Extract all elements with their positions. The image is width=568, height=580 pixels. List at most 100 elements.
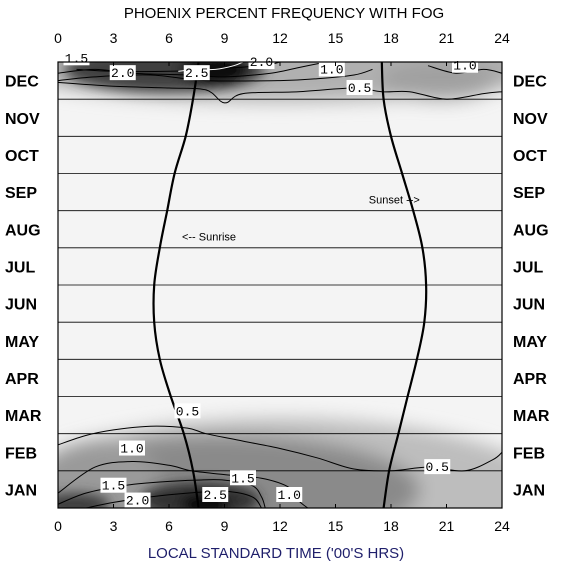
- x-tick-label-top: 24: [494, 30, 510, 46]
- contour-label: 1.0: [452, 57, 478, 74]
- contour-label: 1.0: [276, 486, 303, 503]
- contour-label: 1.0: [318, 61, 345, 77]
- x-axis-label: LOCAL STANDARD TIME ('00'S HRS): [148, 545, 404, 562]
- month-label-right: SEP: [513, 185, 545, 202]
- month-label-left: JAN: [5, 482, 37, 499]
- x-tick-label-bottom: 3: [110, 518, 118, 534]
- contour-label-box: [318, 61, 345, 77]
- x-tick-label-bottom: 9: [221, 518, 229, 534]
- month-gridlines: [58, 98, 502, 472]
- contour-label: 2.0: [124, 492, 151, 509]
- x-tick-label-top: 18: [383, 30, 399, 46]
- month-label-left: AUG: [5, 222, 41, 239]
- month-label-right: JUN: [513, 297, 545, 314]
- contour-label-text: 1.0: [453, 59, 476, 74]
- month-label-right: DEC: [513, 74, 547, 91]
- x-tick-label-bottom: 18: [383, 518, 399, 534]
- contour-label: 0.5: [174, 403, 201, 419]
- month-label-left: DEC: [5, 74, 39, 91]
- month-labels-left: JAN FEB MAR APR MAY JUN JUL AUG SEP OCT NOV DEC: [5, 74, 42, 500]
- contour-label-text: 0.5: [426, 460, 449, 475]
- contour-label-box: [124, 492, 151, 508]
- month-label-right: APR: [513, 371, 547, 388]
- month-label-left: OCT: [5, 148, 39, 165]
- contour-label: 2.5: [183, 65, 210, 81]
- contour-label: 2.5: [202, 486, 229, 503]
- month-label-right: OCT: [513, 148, 547, 165]
- contour-label-text: 1.0: [320, 62, 343, 77]
- contour-label-text: 1.0: [278, 488, 301, 503]
- sunset-label: Sunset -->: [369, 195, 420, 207]
- contour-line: [58, 479, 266, 508]
- sunrise-line: [152, 62, 200, 508]
- x-tick-label-bottom: 12: [272, 518, 288, 534]
- x-tick-label-top: 3: [110, 30, 118, 46]
- contour-label: 2.0: [109, 65, 136, 81]
- contour-label-box: [424, 459, 451, 475]
- month-label-left: MAR: [5, 408, 42, 425]
- month-label-left: MAY: [5, 334, 39, 351]
- contour-label-box: [230, 470, 256, 486]
- contour-label-box: [100, 477, 127, 493]
- contour-label-text: 1.0: [120, 442, 143, 457]
- contour-line: [58, 81, 502, 104]
- contour-label-box: [183, 65, 210, 81]
- contour-label-text: 0.5: [176, 404, 199, 419]
- x-tick-label-bottom: 15: [328, 518, 344, 534]
- x-tick-label-bottom: 21: [439, 518, 455, 534]
- contour-label-box: [174, 403, 201, 419]
- x-ticks-bottom: 0 3 6 9 12 15 18 21 24: [54, 504, 510, 534]
- month-label-right: NOV: [513, 111, 548, 128]
- contour-line: [58, 68, 373, 82]
- month-label-left: APR: [5, 371, 39, 388]
- contour-label: 0.5: [346, 80, 373, 96]
- contour-line: [85, 490, 262, 508]
- chart-title: PHOENIX PERCENT FREQUENCY WITH FOG: [124, 5, 444, 22]
- contour-label: 1.5: [63, 50, 90, 66]
- x-tick-label-bottom: 6: [165, 518, 173, 534]
- contour-label-box: [276, 486, 303, 502]
- contour-label-text: 1.5: [65, 51, 88, 66]
- x-tick-label-bottom: 0: [54, 518, 62, 534]
- contour-label-box: [119, 440, 145, 456]
- x-tick-label-top: 21: [439, 30, 455, 46]
- month-label-left: JUL: [5, 259, 35, 276]
- sun-lines: [152, 62, 428, 508]
- contour-label-text: 1.5: [102, 479, 125, 494]
- contour-label-text: 2.0: [126, 494, 149, 509]
- month-label-left: SEP: [5, 185, 37, 202]
- contour-label-text: 0.5: [348, 81, 371, 96]
- month-labels-right: JAN FEB MAR APR MAY JUN JUL AUG SEP OCT NOV DEC: [513, 74, 550, 500]
- contour-label-box: [202, 486, 229, 502]
- month-label-right: JAN: [513, 482, 545, 499]
- month-label-left: JUN: [5, 297, 37, 314]
- month-label-left: NOV: [5, 111, 40, 128]
- contour-label-box: [109, 65, 136, 81]
- month-label-right: FEB: [513, 445, 545, 462]
- fog-contours: [58, 62, 502, 508]
- contour-label: 0.5: [424, 459, 451, 475]
- month-label-left: FEB: [5, 445, 37, 462]
- x-tick-label-bottom: 24: [494, 518, 510, 534]
- sunset-line: [380, 62, 428, 508]
- contour-line: [58, 425, 502, 472]
- contour-label: 1.5: [100, 477, 127, 494]
- x-tick-label-top: 9: [221, 30, 229, 46]
- x-tick-label-top: 12: [272, 30, 288, 46]
- month-label-right: MAR: [513, 408, 550, 425]
- x-ticks-top: 0 3 6 9 12 15 18 21 24: [54, 30, 510, 66]
- sunrise-label: <-- Sunrise: [182, 232, 236, 244]
- contour-label-text: 1.5: [231, 471, 254, 486]
- contour-label: 1.5: [230, 470, 256, 486]
- contour-label: 1.0: [119, 440, 145, 457]
- contour-label-box: [346, 80, 373, 96]
- contour-label-text: 2.5: [185, 66, 208, 81]
- month-label-right: JUL: [513, 259, 543, 276]
- contour-labels: 1.52.0 2.52.0 1.00.51.00.51.00.51.51.52.5 1…: [63, 50, 478, 509]
- x-tick-label-top: 6: [165, 30, 173, 46]
- month-label-right: MAY: [513, 334, 547, 351]
- contour-label-text: 2.5: [204, 488, 227, 503]
- contour-label-text: 2.0: [111, 66, 134, 81]
- x-tick-label-top: 0: [54, 30, 62, 46]
